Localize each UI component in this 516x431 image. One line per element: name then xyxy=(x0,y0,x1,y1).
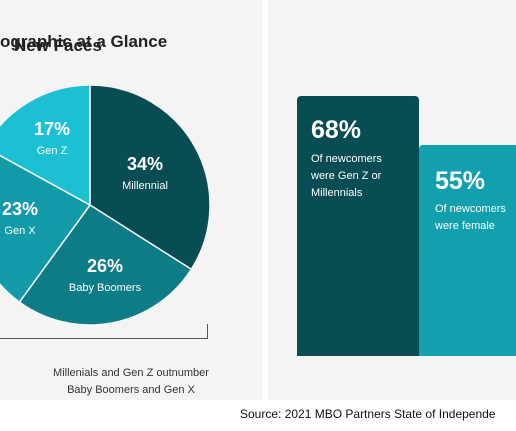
pie-value-label: 26% xyxy=(87,256,123,276)
pie-bracket xyxy=(0,324,208,339)
pie-category-label: Gen Z xyxy=(37,145,68,157)
source-note: Source: 2021 MBO Partners State of Indep… xyxy=(240,407,496,421)
bar-female: 55% Of newcomers were female xyxy=(419,145,516,356)
pie-value-label: 17% xyxy=(34,119,70,139)
bar-gen-z-millennials: 68% Of newcomers were Gen Z or Millennia… xyxy=(297,96,419,356)
bar-description-line: Millennials xyxy=(311,187,363,199)
generation-pie-chart: 34% Millennial 26% Baby Boomers 23% Gen X 17% G… xyxy=(0,84,211,326)
pie-slice-baby-boomers xyxy=(18,203,193,326)
bar-description-line: were Gen Z or xyxy=(311,170,382,182)
pie-category-label: Millennial xyxy=(122,180,168,192)
bar-description-line: Of newcomers xyxy=(311,153,382,165)
bar-description: Of newcomers were female xyxy=(435,201,516,235)
pie-caption: Millenials and Gen Z outnumber Baby Boom… xyxy=(0,365,262,399)
bar-value-label: 55% xyxy=(435,167,486,195)
bar-description: Of newcomers were Gen Z or Millennials xyxy=(311,151,411,202)
pie-value-label: 23% xyxy=(2,199,38,219)
caption-line-2: Baby Boomers and Gen X xyxy=(67,384,195,396)
pie-slice-gen-z xyxy=(0,84,91,207)
caption-line-1: Millenials and Gen Z outnumber xyxy=(53,367,209,379)
bar-description-line: Of newcomers xyxy=(435,203,506,215)
bar-description-line: were female xyxy=(435,220,495,232)
demographic-title: ographic at a Glance xyxy=(0,32,168,51)
bar-value-label: 68% xyxy=(311,116,362,144)
pie-value-label: 34% xyxy=(127,154,163,174)
pie-category-label: Gen X xyxy=(4,225,36,237)
pie-category-label: Baby Boomers xyxy=(69,282,142,294)
pie-slice-gen-x xyxy=(0,154,92,304)
new-faces-title: New Faces xyxy=(14,36,102,55)
